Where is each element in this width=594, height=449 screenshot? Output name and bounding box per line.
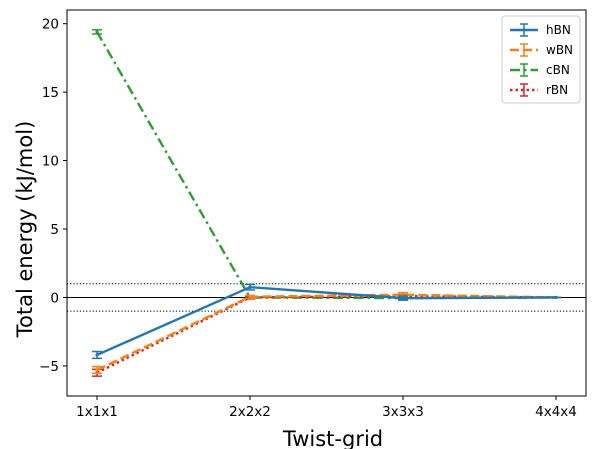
series-rBN [92,293,561,377]
data-point [401,296,405,300]
y-tick-label: −5 [39,359,59,375]
x-axis-title: Twist-grid [282,427,383,449]
x-tick-label: 1x1x1 [76,404,118,420]
legend-item-hBN: hBN [510,23,571,37]
x-tick-label: 3x3x3 [382,404,424,420]
series-line [95,31,557,300]
data-point [95,353,99,357]
y-axis-ticks: −5 0 5 10 15 20 [39,17,67,375]
data-point [554,295,558,300]
y-tick-label: 0 [50,290,59,306]
y-tick-label: 10 [42,154,59,170]
legend-label: rBN [546,83,568,97]
data-point [95,368,99,372]
data-point [248,285,252,289]
legend-item-cBN: cBN [510,63,570,77]
legend-label: hBN [546,23,571,37]
legend: hBN wBN cBN rBN [501,15,581,104]
x-tick-label: 4x4x4 [535,404,577,420]
y-tick-label: 20 [42,17,59,33]
series-wBN [92,291,561,375]
data-point [248,295,252,299]
x-axis-ticks: 1x1x1 2x2x2 3x3x3 4x4x4 [76,396,577,420]
legend-label: cBN [546,63,570,77]
series-hBN [92,283,561,360]
y-axis-title: Total energy (kJ/mol) [13,121,37,339]
series-line [96,294,557,374]
x-tick-label: 2x2x2 [229,404,271,420]
y-tick-label: 15 [42,85,59,101]
series-line [96,293,557,372]
legend-item-rBN: rBN [510,83,568,97]
data-point [95,30,99,34]
y-tick-label: 5 [50,222,59,238]
legend-item-wBN: wBN [510,43,573,57]
legend-label: wBN [546,43,573,57]
plot-frame [66,9,587,397]
series-cBN [92,29,561,301]
series-layer [92,29,561,377]
legend-box [501,15,581,104]
series-line [96,285,557,357]
